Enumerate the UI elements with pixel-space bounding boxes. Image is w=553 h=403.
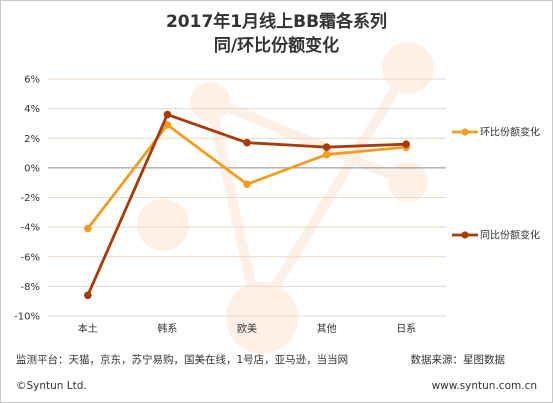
y-tick-label: 0% (24, 163, 40, 174)
legend-label: 环比份额变化 (480, 126, 540, 139)
series-lines (84, 110, 411, 300)
y-tick-label: 6% (24, 75, 40, 86)
data-point (243, 138, 251, 147)
chart-title: 2017年1月线上BB霜各系列 同/环比份额变化 (0, 10, 553, 58)
data-point (322, 143, 331, 151)
y-axis-ticks: 6% 4% 2% 0% -2% -4% -6% -8% -10% (14, 75, 40, 323)
y-tick-label: -10% (14, 312, 40, 323)
y-tick-label: -8% (21, 282, 40, 293)
data-point (84, 224, 92, 233)
title-line-1: 2017年1月线上BB霜各系列 (165, 12, 388, 32)
website-link[interactable]: www.syntun.com.cn (431, 380, 537, 392)
y-tick-label: -4% (21, 223, 40, 234)
copyright-text: ©Syntun Ltd. (16, 380, 87, 392)
title-line-2: 同/环比份额变化 (213, 36, 340, 56)
data-point (84, 291, 92, 300)
data-point (402, 140, 411, 148)
x-tick-label: 韩系 (157, 322, 177, 335)
data-point (163, 110, 172, 119)
data-point (243, 180, 251, 188)
data-point (163, 121, 172, 129)
x-tick-label: 欧美 (237, 322, 257, 335)
legend-swatch-marker (461, 128, 469, 136)
x-tick-label: 本土 (78, 322, 98, 335)
data-source-text: 数据来源：星图数据 (410, 354, 506, 366)
y-tick-label: -6% (21, 252, 40, 263)
x-axis-ticks: 本土 韩系 欧美 其他 日系 (78, 322, 416, 335)
y-tick-label: 2% (24, 134, 40, 145)
data-point (322, 150, 331, 159)
gridlines (48, 78, 446, 317)
x-tick-label: 其他 (317, 322, 337, 335)
y-tick-label: 4% (24, 104, 40, 115)
x-tick-label: 日系 (396, 323, 416, 335)
y-tick-label: -2% (21, 193, 40, 204)
monitoring-platforms-text: 监测平台：天猫，京东，苏宁易购，国美在线，1号店，亚马逊，当当网 (16, 354, 349, 366)
legend-label: 同比份额变化 (480, 229, 540, 242)
legend-swatch-marker (461, 231, 469, 239)
background-watermark (137, 42, 434, 354)
